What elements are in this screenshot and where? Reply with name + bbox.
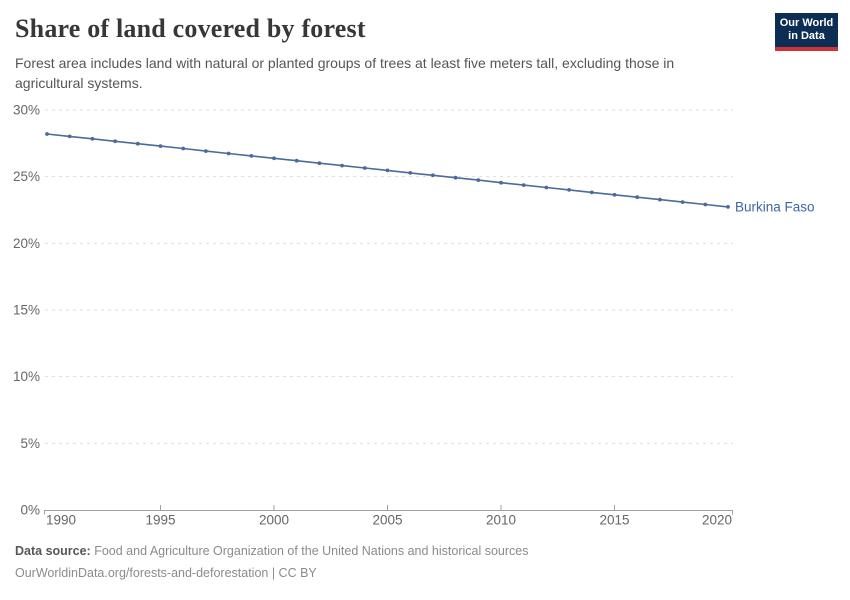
data-point-2011 <box>521 183 526 188</box>
data-point-2014 <box>589 190 594 195</box>
data-point-2001 <box>294 158 299 163</box>
data-point-1998 <box>226 151 231 156</box>
data-point-2008 <box>453 175 458 180</box>
x-tick-label-2020: 2020 <box>702 513 732 528</box>
data-source-line: Data source: Food and Agriculture Organi… <box>15 541 529 563</box>
data-point-2018 <box>680 200 685 205</box>
x-tick-label-2010: 2010 <box>486 513 516 528</box>
data-source-label: Data source: <box>15 544 91 558</box>
data-point-2012 <box>544 185 549 190</box>
data-point-2000 <box>272 156 276 161</box>
data-point-1995 <box>158 144 163 149</box>
x-tick-label-2015: 2015 <box>599 513 629 528</box>
data-point-2019 <box>703 202 708 207</box>
data-point-1993 <box>113 139 117 144</box>
x-axis-line <box>44 510 733 515</box>
owid-logo[interactable]: Our World in Data <box>775 13 838 51</box>
data-point-1999 <box>249 154 254 158</box>
y-tick-label-25: 25% <box>13 169 40 184</box>
y-tick-label-15: 15% <box>13 303 40 318</box>
data-point-1994 <box>135 141 140 146</box>
x-tick-label-1995: 1995 <box>145 513 175 528</box>
data-point-1991 <box>67 134 72 139</box>
data-point-2007 <box>431 173 435 178</box>
data-point-2009 <box>476 178 481 183</box>
data-point-1992 <box>90 136 95 141</box>
chart-subtitle: Forest area includes land with natural o… <box>15 55 675 91</box>
data-point-2010 <box>499 180 503 185</box>
data-point-2003 <box>340 163 344 168</box>
data-point-2017 <box>658 197 662 202</box>
data-point-1997 <box>204 149 208 154</box>
chart-title: Share of land covered by forest <box>15 14 366 43</box>
x-tick-label-2000: 2000 <box>259 513 289 528</box>
data-point-1996 <box>181 146 186 151</box>
data-point-2015 <box>612 192 617 197</box>
data-point-2006 <box>408 171 413 175</box>
data-point-2002 <box>317 161 322 166</box>
data-point-2004 <box>362 166 367 170</box>
owid-logo-line1: Our World <box>779 17 834 29</box>
data-point-2020 <box>726 205 730 209</box>
chart-footer: Data source: Food and Agriculture Organi… <box>15 541 529 584</box>
y-tick-label-5: 5% <box>20 436 40 451</box>
credit-line: OurWorldinData.org/forests-and-deforesta… <box>15 565 317 580</box>
data-point-2016 <box>635 195 640 200</box>
x-tick-label-2005: 2005 <box>372 513 402 528</box>
data-point-1990 <box>45 132 49 136</box>
x-tick-label-1990: 1990 <box>46 513 76 528</box>
data-source-text: Food and Agriculture Organization of the… <box>94 544 529 558</box>
data-point-2013 <box>567 188 571 192</box>
y-tick-label-20: 20% <box>13 236 40 251</box>
data-point-2005 <box>385 168 390 173</box>
owid-logo-line2: in Data <box>788 30 825 42</box>
y-tick-label-0: 0% <box>20 503 40 518</box>
entity-label-burkina-faso[interactable]: Burkina Faso <box>735 199 815 214</box>
y-tick-label-10: 10% <box>13 369 40 384</box>
y-tick-label-30: 30% <box>13 103 40 118</box>
